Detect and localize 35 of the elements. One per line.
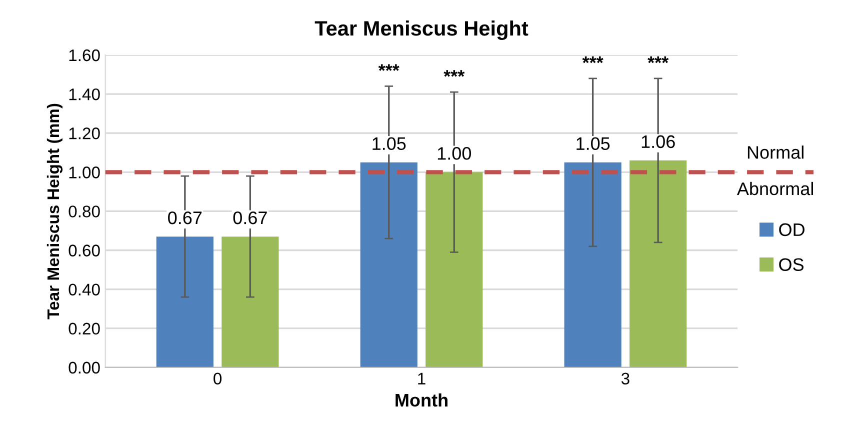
data-label: 1.05 xyxy=(372,137,406,150)
y-tick-label: 1.00 xyxy=(69,166,100,178)
x-tick-label: 0 xyxy=(214,372,222,385)
y-tick-label: 1.60 xyxy=(69,49,100,62)
y-tick-label: 0.40 xyxy=(68,284,100,296)
data-label: 0.67 xyxy=(233,211,267,224)
bar xyxy=(360,162,418,368)
y-tick-label: 0.00 xyxy=(68,362,100,374)
y-tick-label: 0.20 xyxy=(68,322,100,335)
annotation: Abnormal xyxy=(736,182,813,196)
bar xyxy=(156,236,214,368)
annotation: *** xyxy=(378,64,400,71)
annotation: *** xyxy=(444,70,465,77)
annotation: *** xyxy=(582,56,604,64)
data-label: 0.67 xyxy=(168,211,202,224)
y-tick-label: 1.20 xyxy=(69,128,100,140)
legend-label: OS xyxy=(779,258,804,271)
bar xyxy=(564,162,622,368)
y-axis-title: Tear Meniscus Height (mm) xyxy=(46,104,63,320)
x-tick-label: 3 xyxy=(621,372,630,385)
x-tick-label: 1 xyxy=(418,372,426,384)
text: Normal xyxy=(748,146,804,159)
data-label: 1.06 xyxy=(642,135,675,148)
bar xyxy=(222,236,279,368)
chart-title: Tear Meniscus Height xyxy=(314,20,528,40)
legend-label: OD xyxy=(779,223,804,236)
data-label: 1.05 xyxy=(576,137,610,150)
y-tick-label: 0.60 xyxy=(68,244,100,256)
y-tick-label: 1.40 xyxy=(69,88,100,100)
x-axis-title: Month xyxy=(396,393,448,407)
bar xyxy=(426,172,483,368)
data-label: 1.00 xyxy=(438,147,471,160)
y-tick-label: 0.80 xyxy=(68,206,100,218)
annotation: *** xyxy=(648,56,669,64)
bar xyxy=(630,160,687,368)
